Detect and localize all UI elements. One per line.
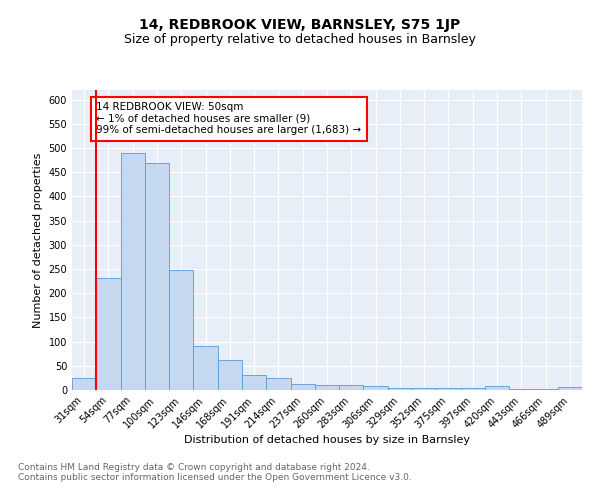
Bar <box>242 376 266 390</box>
Bar <box>315 384 339 390</box>
Bar <box>218 360 242 390</box>
Bar <box>461 388 485 390</box>
Bar <box>339 384 364 390</box>
Bar <box>509 389 533 390</box>
Bar <box>145 162 169 390</box>
Bar <box>436 388 461 390</box>
Bar <box>485 386 509 390</box>
Text: Contains HM Land Registry data © Crown copyright and database right 2024.
Contai: Contains HM Land Registry data © Crown c… <box>18 463 412 482</box>
Bar <box>533 389 558 390</box>
Text: Size of property relative to detached houses in Barnsley: Size of property relative to detached ho… <box>124 32 476 46</box>
Bar <box>290 384 315 390</box>
Bar <box>364 386 388 390</box>
Bar <box>169 270 193 390</box>
Bar <box>558 387 582 390</box>
Bar <box>121 153 145 390</box>
X-axis label: Distribution of detached houses by size in Barnsley: Distribution of detached houses by size … <box>184 436 470 446</box>
Bar <box>72 378 96 390</box>
Bar <box>388 388 412 390</box>
Bar <box>193 346 218 390</box>
Text: 14, REDBROOK VIEW, BARNSLEY, S75 1JP: 14, REDBROOK VIEW, BARNSLEY, S75 1JP <box>139 18 461 32</box>
Bar <box>96 278 121 390</box>
Text: 14 REDBROOK VIEW: 50sqm
← 1% of detached houses are smaller (9)
99% of semi-deta: 14 REDBROOK VIEW: 50sqm ← 1% of detached… <box>96 102 361 136</box>
Bar <box>412 388 436 390</box>
Bar <box>266 378 290 390</box>
Y-axis label: Number of detached properties: Number of detached properties <box>33 152 43 328</box>
